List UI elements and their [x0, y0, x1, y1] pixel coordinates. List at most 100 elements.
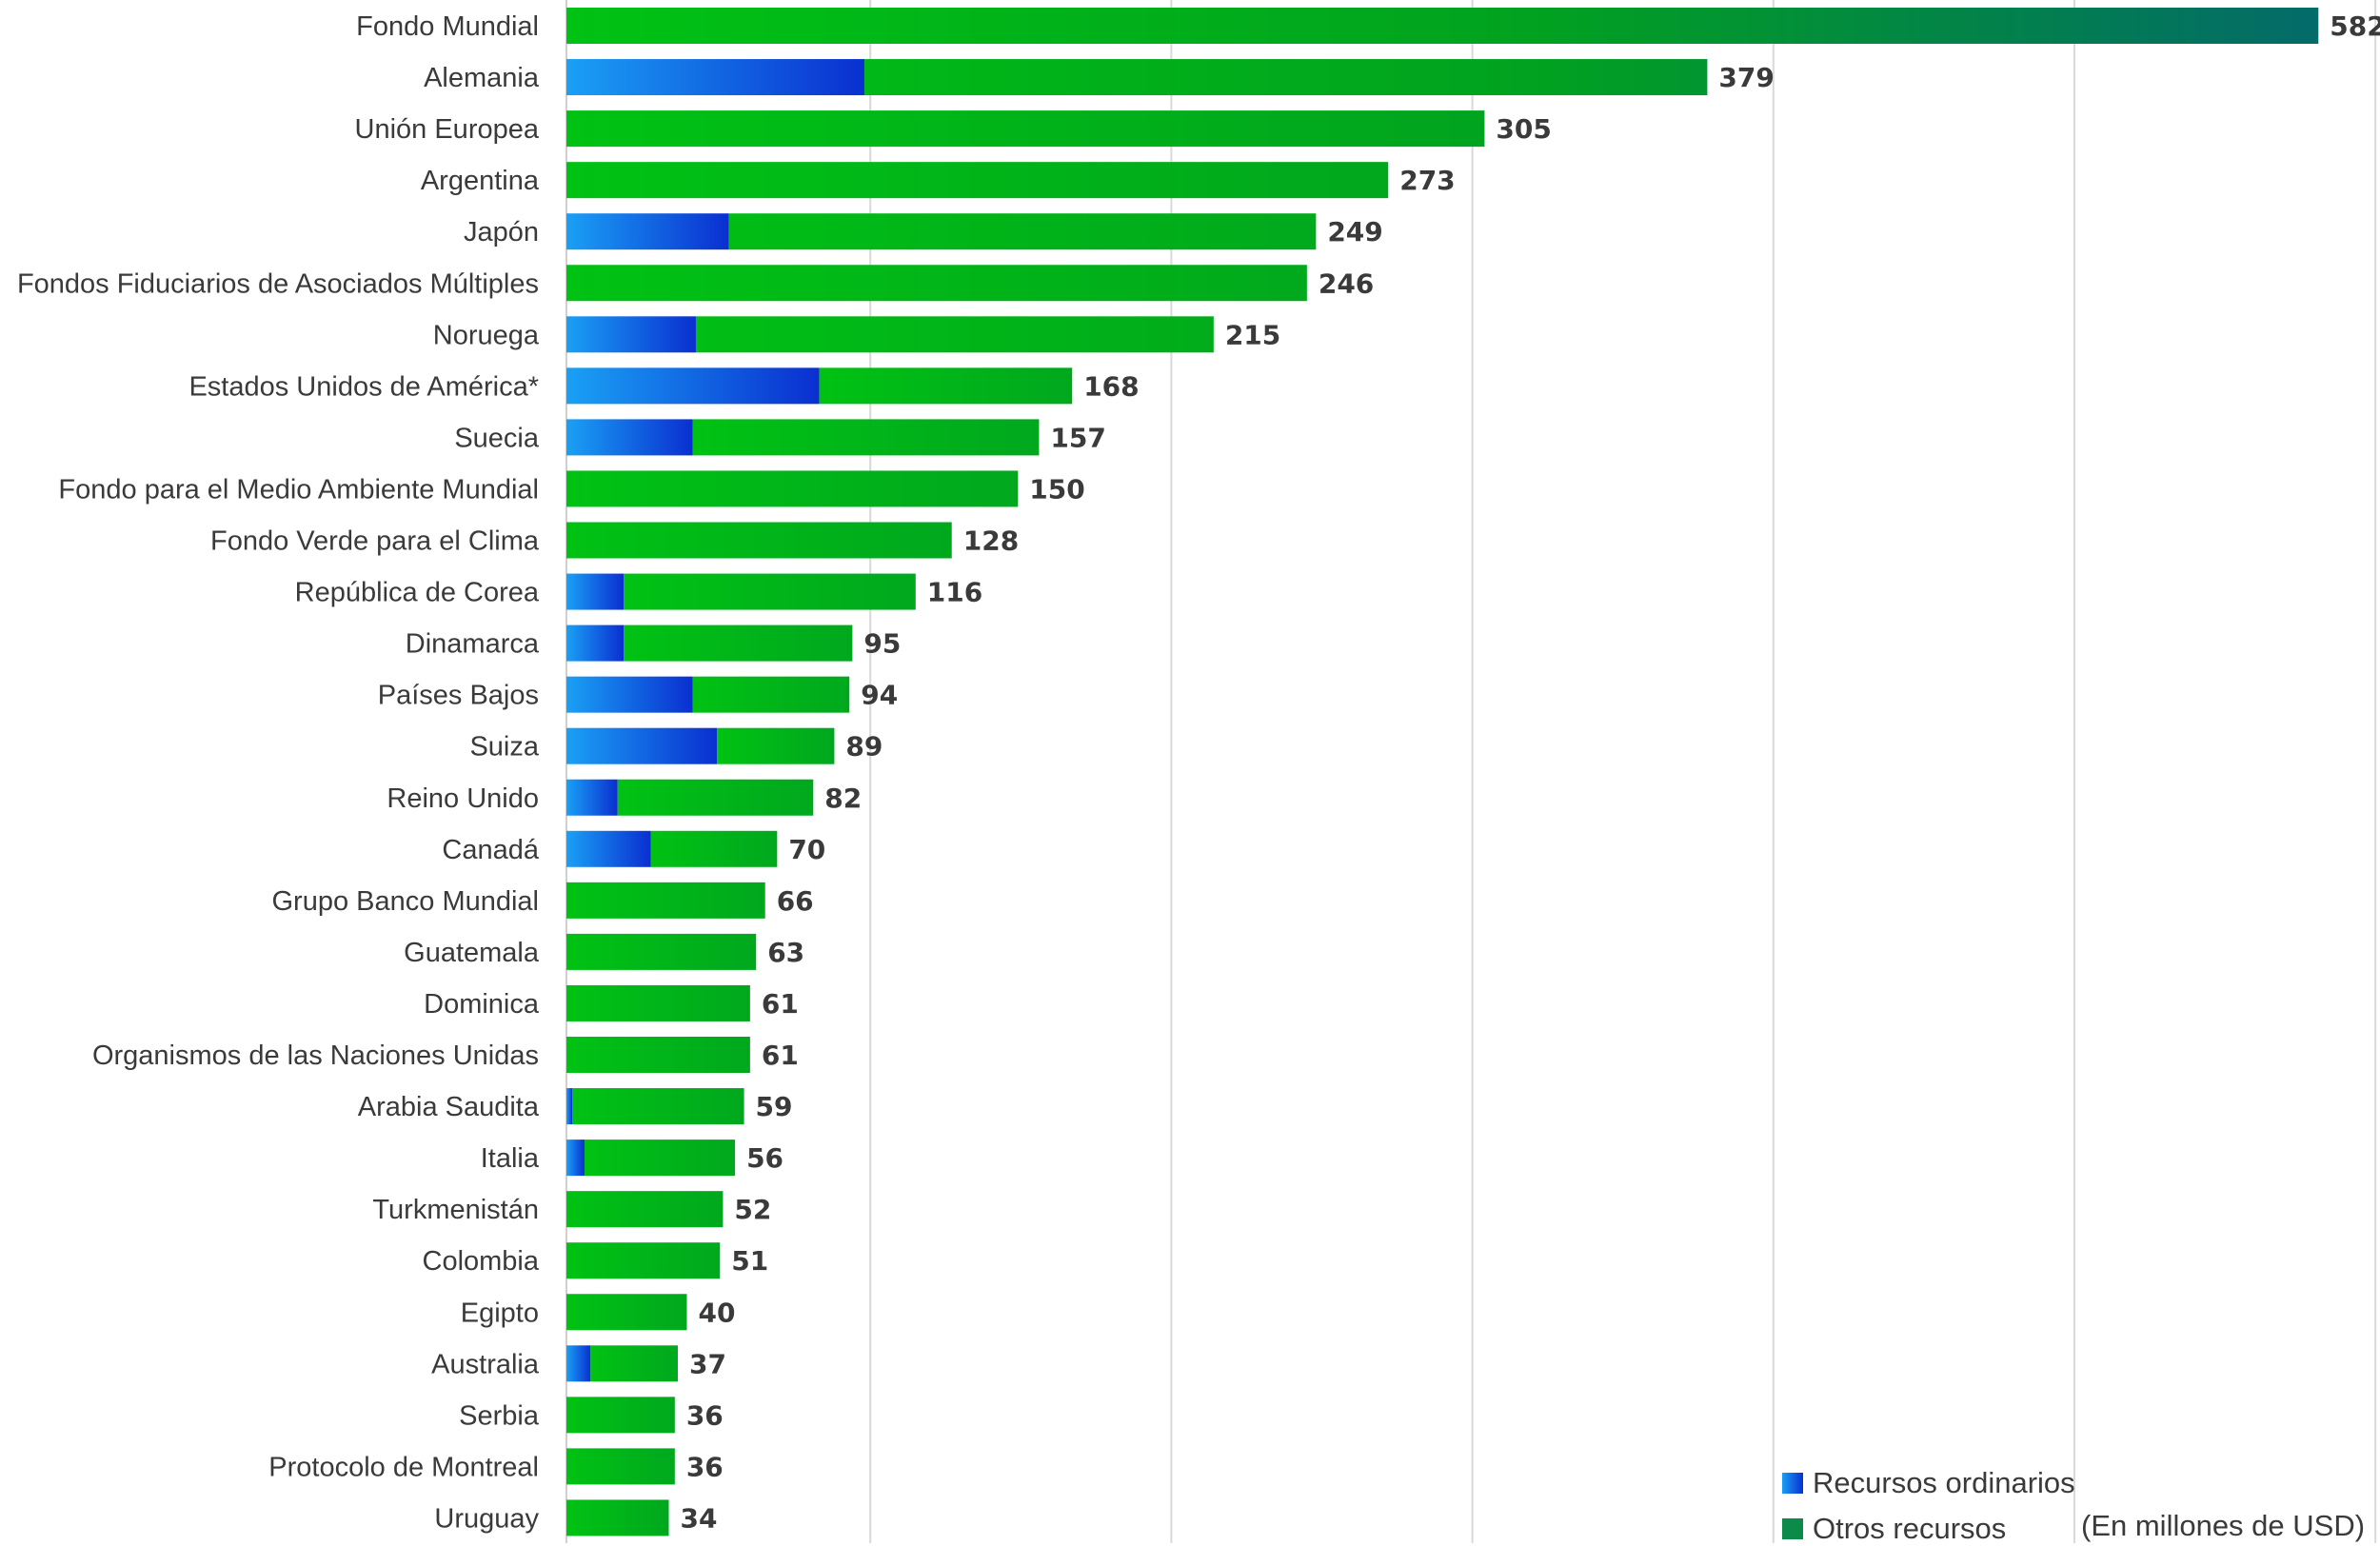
- bar-segment-other: [566, 470, 1019, 507]
- value-label: 70: [788, 834, 825, 865]
- bar-segment-ordinary: [566, 573, 625, 610]
- bar-segment-other: [584, 1140, 736, 1177]
- category-label: Egipto: [461, 1298, 539, 1328]
- value-label: 582: [2330, 10, 2380, 42]
- bar-segment-other: [566, 984, 750, 1021]
- bar-segment-other: [566, 265, 1307, 302]
- bar-segment-ordinary: [566, 59, 865, 96]
- category-label: Estados Unidos de América*: [188, 371, 539, 402]
- value-label: 66: [777, 885, 814, 917]
- bar-segment-other: [566, 110, 1485, 148]
- bar-segment-other: [566, 933, 757, 970]
- bar-segment-other: [566, 162, 1389, 199]
- bar-segment-ordinary: [566, 419, 693, 456]
- value-label: 215: [1225, 319, 1280, 350]
- bar-segment-other: [692, 676, 850, 713]
- gridlines: [869, 0, 2377, 1543]
- category-label: Fondos Fiduciarios de Asociados Múltiple…: [17, 268, 539, 299]
- bar-segment-other: [692, 419, 1040, 456]
- category-label: Dinamarca: [406, 629, 540, 660]
- value-label: 36: [686, 1399, 724, 1431]
- category-label: Turkmenistán: [372, 1195, 539, 1225]
- bar-segment-ordinary: [566, 1140, 585, 1177]
- value-label: 128: [963, 525, 1019, 557]
- bar-segment-other: [624, 624, 853, 662]
- category-label: Suecia: [454, 423, 540, 453]
- bar-segment-other: [617, 779, 814, 816]
- value-label: 56: [746, 1142, 783, 1174]
- bar-segment-ordinary: [566, 1088, 573, 1125]
- legend-label-other: Otros recursos: [1813, 1512, 2007, 1545]
- bar-segment-ordinary: [566, 727, 718, 764]
- category-label: Países Bajos: [378, 681, 539, 711]
- category-label: Guatemala: [404, 938, 540, 968]
- value-label: 37: [689, 1348, 726, 1379]
- category-label: Reino Unido: [387, 783, 539, 814]
- bar-segment-other: [728, 213, 1317, 250]
- bar-segment-ordinary: [566, 624, 625, 662]
- bar-segment-other: [624, 573, 916, 610]
- category-label: Arabia Saudita: [358, 1092, 540, 1122]
- value-label: 379: [1718, 62, 1774, 93]
- value-label: 51: [731, 1245, 768, 1277]
- category-label: Italia: [481, 1143, 540, 1174]
- unit-note: (En millones de USD): [2081, 1509, 2366, 1542]
- category-label: Argentina: [421, 166, 540, 196]
- bar-segment-other: [717, 727, 835, 764]
- legend-label-ordinary: Recursos ordinarios: [1813, 1466, 2075, 1499]
- bar-segment-other: [819, 367, 1073, 405]
- bar-segment-other: [572, 1088, 744, 1125]
- bar-segment-other: [566, 1397, 675, 1434]
- bar-segment-other: [650, 830, 778, 867]
- category-label: Serbia: [459, 1400, 540, 1431]
- category-label: Unión Europea: [355, 114, 540, 145]
- value-label: 52: [734, 1194, 771, 1225]
- value-label: 40: [698, 1297, 735, 1328]
- category-label: Colombia: [423, 1246, 540, 1277]
- value-label: 89: [845, 731, 883, 763]
- category-label: Australia: [431, 1349, 540, 1379]
- bar-segment-ordinary: [566, 676, 693, 713]
- value-label: 59: [756, 1091, 793, 1122]
- category-label: Grupo Banco Mundial: [272, 886, 540, 917]
- value-label: 273: [1399, 165, 1455, 196]
- bar-segment-other: [566, 522, 952, 559]
- bar-segment-other: [864, 59, 1708, 96]
- bar-segment-other: [695, 316, 1214, 353]
- category-label: Fondo Mundial: [356, 11, 539, 42]
- value-label: 61: [762, 988, 799, 1020]
- bars-group: [566, 8, 2319, 1536]
- bar-segment-ordinary: [566, 830, 651, 867]
- value-label: 82: [824, 783, 862, 814]
- bar-segment-ordinary: [566, 1345, 591, 1382]
- value-label: 168: [1083, 370, 1139, 402]
- category-label: Canadá: [442, 835, 539, 865]
- value-label: 34: [681, 1502, 718, 1534]
- category-label: Noruega: [433, 320, 540, 350]
- bar-segment-ordinary: [566, 213, 729, 250]
- bar-segment-ordinary: [566, 367, 820, 405]
- category-label: Organismos de las Naciones Unidas: [92, 1041, 539, 1071]
- bar-segment-other: [566, 8, 2319, 44]
- value-label: 95: [863, 628, 901, 660]
- value-label: 116: [927, 577, 982, 608]
- value-labels: 582 379 305 273 249 246 215 168 157 150 128 116 95 94…: [681, 10, 2380, 1534]
- bar-segment-other: [566, 882, 765, 919]
- category-label: Fondo Verde para el Clima: [210, 526, 540, 557]
- category-label: República de Corea: [295, 578, 540, 608]
- value-label: 63: [767, 937, 804, 968]
- category-label: Fondo para el Medio Ambiente Mundial: [58, 474, 539, 505]
- category-label: Japón: [464, 217, 539, 248]
- bar-segment-other: [566, 1242, 721, 1279]
- value-label: 305: [1496, 113, 1551, 145]
- legend-swatch-other: [1782, 1518, 1803, 1539]
- bar-segment-ordinary: [566, 779, 618, 816]
- legend-item-ordinary: Recursos ordinarios: [1782, 1466, 2075, 1500]
- value-label: 94: [861, 680, 898, 711]
- category-labels: Fondo Mundial Alemania Unión Europea Argent…: [17, 11, 540, 1534]
- bar-segment-ordinary: [566, 316, 696, 353]
- bar-segment-other: [566, 1191, 724, 1228]
- bar-segment-other: [566, 1448, 675, 1485]
- category-label: Dominica: [424, 989, 540, 1020]
